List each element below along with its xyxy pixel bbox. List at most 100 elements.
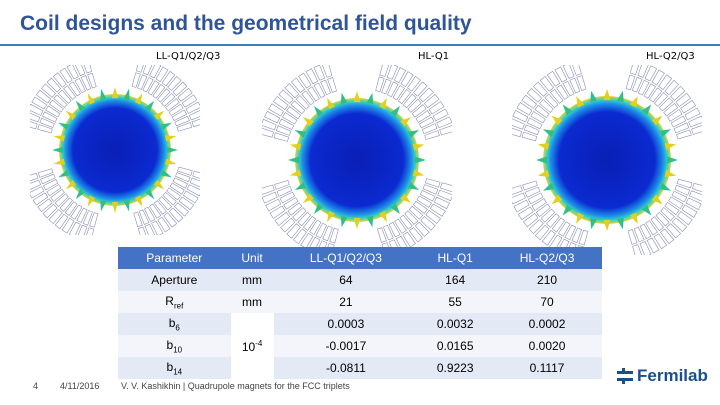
coil-turn — [37, 124, 53, 134]
coil-turn — [680, 99, 697, 114]
coil-turn — [37, 168, 54, 178]
field-peak — [100, 88, 107, 101]
field-peak — [576, 212, 585, 224]
field-peak — [134, 93, 143, 105]
coil-turn — [24, 111, 41, 123]
row-value-hl-q1: 164 — [418, 269, 493, 291]
coil-turn — [76, 224, 88, 241]
coil-turn — [52, 72, 67, 88]
field-peak — [537, 143, 550, 151]
coil-turn — [531, 198, 547, 211]
caption-ll: LL-Q1/Q2/Q3 — [156, 51, 221, 62]
coil-turn — [685, 197, 702, 211]
coil-turn — [549, 234, 563, 251]
coil-turn — [399, 214, 413, 230]
field-peak — [664, 169, 677, 177]
coil-turn — [54, 213, 69, 230]
coil-turn — [404, 210, 419, 225]
field-peak — [289, 143, 302, 151]
coil-turn — [275, 125, 292, 136]
coil-turn — [135, 56, 146, 73]
field-map — [295, 98, 419, 222]
coil-turn — [424, 178, 441, 188]
field-peak — [340, 215, 348, 228]
coil-turn — [654, 92, 669, 107]
coil-turn — [653, 233, 668, 250]
coil-turn — [523, 124, 540, 136]
coil-turn — [521, 131, 538, 142]
coil-turn — [550, 88, 564, 104]
field-peak — [629, 96, 638, 108]
field-peak — [160, 122, 172, 131]
field-peak — [75, 188, 86, 200]
coil-turn — [437, 189, 454, 202]
field-peak — [400, 193, 411, 204]
caption-hl-q1: HL-Q1 — [418, 51, 450, 62]
row-param: Rref — [118, 291, 231, 313]
field-peak — [659, 129, 671, 138]
coil-turn — [174, 202, 189, 217]
coil-turn — [185, 101, 202, 114]
coil-turn — [307, 86, 320, 102]
coil-turn — [292, 207, 307, 222]
coil-turn — [48, 209, 63, 224]
page-number: 4 — [33, 381, 39, 391]
field-peak — [111, 87, 119, 99]
coil-turn — [545, 213, 560, 228]
coil-turn — [528, 219, 544, 234]
table-row: b6 10-4 0.0003 0.0032 0.0002 — [118, 313, 602, 379]
field-peak — [590, 217, 598, 230]
field-peak — [378, 210, 387, 223]
field-peak — [407, 130, 420, 139]
coil-turn — [58, 89, 72, 104]
field-peak — [590, 90, 598, 103]
field-peak — [414, 156, 426, 164]
coil-turn — [419, 190, 436, 202]
coil-turn — [666, 223, 681, 239]
coil-turn — [21, 119, 38, 130]
coil-turn — [546, 70, 561, 87]
coil-turn — [676, 129, 692, 140]
coil-turn — [423, 94, 440, 109]
coil-turn — [402, 231, 416, 248]
field-peak — [100, 199, 107, 212]
coil-turn — [421, 123, 438, 134]
coil-turn — [425, 210, 441, 224]
field-peak — [551, 115, 563, 126]
row-value-hl-q1: 0.0032 — [418, 313, 493, 335]
coil-turn — [46, 184, 62, 197]
coil-turn — [301, 90, 315, 106]
coil-turn — [569, 77, 581, 94]
coil-turn — [637, 61, 649, 78]
coil-turn — [670, 86, 686, 101]
coil-turn — [534, 224, 550, 241]
coil-turn — [681, 204, 698, 218]
coil-turn — [279, 191, 296, 204]
coil-turn — [161, 93, 176, 107]
field-peak — [134, 195, 143, 207]
row-value-ll: 64 — [273, 269, 419, 291]
coil-turn — [49, 99, 64, 113]
row-value-hl-q2q3: 0.0020 — [492, 335, 602, 357]
coil-turn — [166, 187, 181, 201]
footer-author: V. V. Kashikhin | Quadrupole magnets for… — [121, 381, 350, 391]
field-peak — [543, 182, 555, 191]
coil-turn — [521, 94, 537, 109]
coil-turn — [68, 221, 81, 238]
coil-turn — [303, 215, 317, 231]
coil-turn — [282, 112, 298, 125]
coil-turn — [684, 107, 701, 121]
coil-turn — [313, 82, 326, 99]
coil-turn — [167, 76, 182, 91]
coil-turn — [152, 84, 166, 99]
coil-turn — [407, 98, 422, 113]
field-peak — [153, 110, 165, 121]
coil-turn — [133, 211, 143, 228]
coil-turn — [412, 200, 428, 214]
field-peak — [87, 93, 96, 105]
coil-turn — [562, 80, 575, 97]
coil-turn — [576, 75, 587, 91]
coil-turn — [264, 110, 281, 124]
coil-turn — [578, 229, 589, 246]
coil-turn — [413, 81, 428, 97]
